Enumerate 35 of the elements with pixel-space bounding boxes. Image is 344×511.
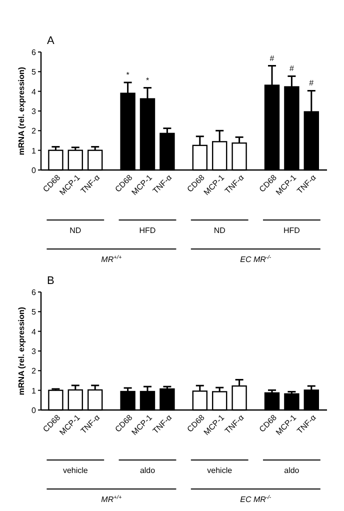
y-tick-label: 4 (32, 87, 37, 96)
text: ND (70, 226, 82, 235)
y-tick-label: 0 (32, 406, 37, 415)
y-tick-label: 5 (32, 308, 37, 317)
text: EC MR$^{-/-}$ (240, 494, 272, 504)
y-tick-label: 2 (32, 366, 37, 376)
y-tick-label: 6 (32, 48, 37, 57)
y-tick-label: 6 (32, 288, 37, 297)
text: ND (214, 226, 226, 235)
text: MR$^{+/+}$ (101, 494, 122, 504)
y-tick-label: 3 (32, 107, 37, 116)
data-label: * (126, 70, 130, 80)
text: vehicle (62, 466, 88, 475)
y-tick-label: 3 (32, 347, 37, 356)
text: MR$^{+/+}$ (101, 254, 122, 264)
data-label: # (270, 54, 275, 63)
chart-title: B (47, 275, 54, 287)
y-tick-label: 0 (32, 166, 37, 175)
text: HFD (283, 226, 300, 235)
y-axis-title: mRNA (rel. expression) (17, 66, 26, 156)
text: aldo (284, 466, 300, 475)
chart-title: A (47, 35, 55, 47)
text: EC MR$^{-/-}$ (240, 254, 272, 264)
y-axis-title: mRNA (rel. expression) (17, 306, 26, 396)
data-label: # (289, 64, 294, 74)
data-label: # (309, 78, 314, 88)
text: aldo (140, 466, 156, 475)
text: vehicle (207, 466, 233, 475)
y-tick-label: 1 (32, 386, 37, 396)
y-tick-label: 1 (32, 146, 37, 156)
y-tick-label: 2 (32, 126, 37, 136)
y-tick-label: 4 (32, 327, 37, 336)
data-label: * (146, 76, 150, 85)
y-tick-label: 5 (32, 68, 37, 77)
text: HFD (139, 226, 156, 235)
